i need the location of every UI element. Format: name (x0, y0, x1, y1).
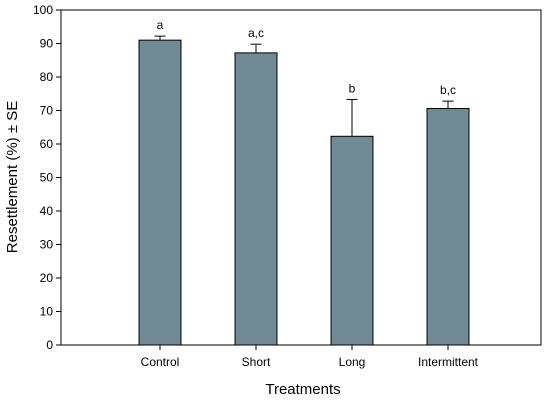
bar (330, 135, 374, 346)
y-tick-label: 70 (40, 104, 54, 118)
significance-label: b,c (440, 83, 456, 97)
x-tick-label: Long (339, 355, 366, 369)
y-tick-label: 0 (46, 338, 53, 352)
significance-label: a,c (248, 26, 264, 40)
y-tick-label: 80 (40, 70, 54, 84)
bar (426, 107, 470, 346)
bar (234, 52, 278, 346)
y-tick-label: 90 (40, 37, 54, 51)
bar (138, 39, 182, 346)
x-tick-label: Intermittent (418, 355, 479, 369)
y-tick-label: 20 (40, 271, 54, 285)
y-tick-label: 30 (40, 238, 54, 252)
y-tick-label: 50 (40, 171, 54, 185)
y-tick-label: 100 (33, 3, 53, 17)
y-axis-title: Resettlement (%) ± SE (4, 101, 21, 253)
y-tick-label: 40 (40, 204, 54, 218)
y-tick-label: 60 (40, 137, 54, 151)
x-axis-title: Treatments (265, 381, 340, 398)
significance-label: b (349, 81, 356, 95)
x-tick-label: Control (141, 355, 180, 369)
y-tick-label: 10 (40, 305, 54, 319)
x-tick-label: Short (242, 355, 271, 369)
plot-area: 0 10 20 30 40 50 60 70 80 90 100 a Control a,c Short b L… (33, 3, 542, 369)
significance-label: a (157, 18, 164, 32)
